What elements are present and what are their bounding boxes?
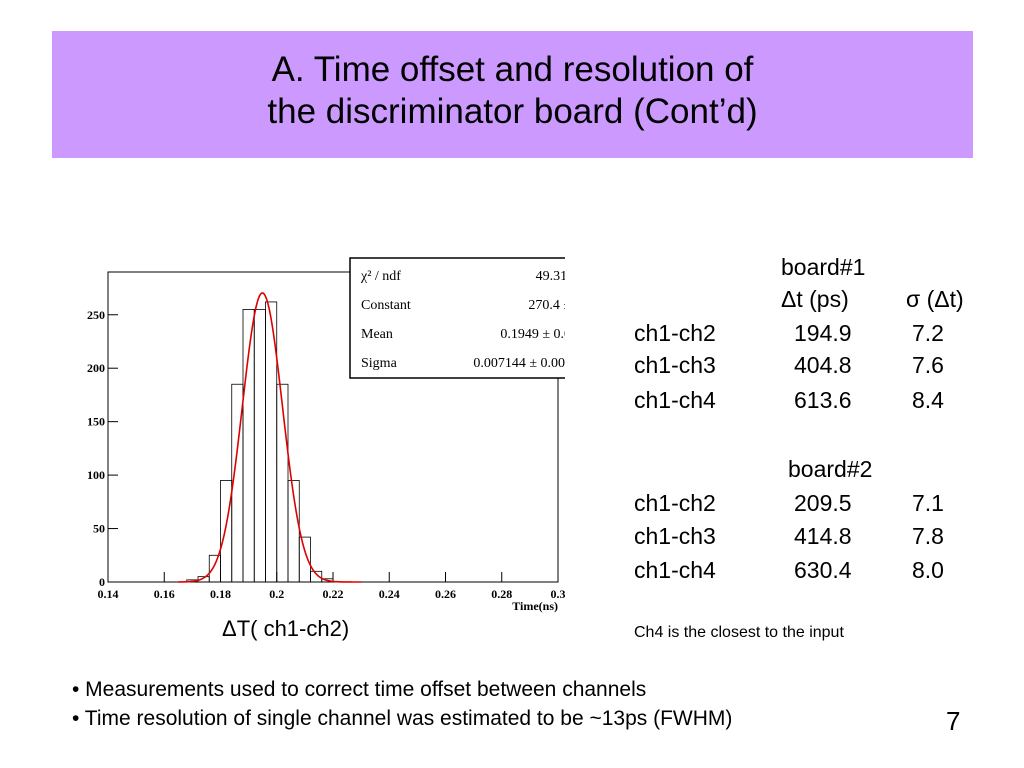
bullet-item: • Time resolution of single channel was … [72,707,733,730]
row-sigma: 7.2 [912,320,944,346]
board1-header: board#1 [781,254,866,280]
histogram-bar [253,309,266,583]
stats-value: 270.4 ± 7.4 [528,298,565,313]
x-tick-label: 0.24 [379,587,400,601]
stats-label: χ² / ndf [360,269,401,284]
slide-title-line1: A. Time offset and resolution of [271,50,754,89]
table-row: ch1-ch2 209.5 7.1 [634,490,974,518]
x-tick-label: 0.26 [435,587,456,601]
y-tick-label: 150 [87,415,105,429]
row-dt: 630.4 [794,557,852,583]
col-dt-header: Δt (ps) [781,286,849,312]
row-pair: ch1-ch2 [634,320,716,346]
histogram-bar [208,554,221,583]
stats-label: Sigma [361,356,398,371]
row-dt: 209.5 [794,490,852,516]
y-tick-label: 200 [87,361,105,375]
table-row: ch1-ch3 414.8 7.8 [634,523,974,551]
stats-label: Mean [361,327,393,342]
y-tick-label: 50 [93,522,105,536]
stats-value: 0.007144 ± 0.000111 [473,356,565,371]
x-tick-label: 0.28 [491,587,512,601]
stats-value: 0.1949 ± 0.0002 [500,327,565,342]
row-sigma: 7.1 [912,490,944,516]
row-sigma: 8.0 [912,557,944,583]
histogram-bar [220,480,233,583]
board2-header: board#2 [788,456,873,482]
row-pair: ch1-ch3 [634,352,716,378]
title-band: A. Time offset and resolution of the dis… [52,31,973,158]
x-axis-label: Time(ns) [512,599,558,613]
row-pair: ch1-ch4 [634,557,716,583]
x-tick-label: 0.14 [98,587,119,601]
x-tick-label: 0.22 [323,587,344,601]
histogram-bar [276,383,289,583]
y-tick-label: 250 [87,308,105,322]
table-row: ch1-ch4 630.4 8.0 [634,557,974,585]
row-dt: 404.8 [794,352,852,378]
row-sigma: 7.6 [912,352,944,378]
table-row: ch1-ch3 404.8 7.6 [634,352,974,380]
histogram-caption: ΔT( ch1-ch2) [222,616,350,641]
x-tick-label: 0.2 [269,587,284,601]
page-number: 7 [946,706,961,736]
row-dt: 414.8 [794,523,852,549]
x-tick-label: 0.18 [210,587,231,601]
stats-label: Constant [361,298,411,313]
histogram-chart: 0.14 0.16 0.18 0.2 0.22 0.24 0.26 0.28 0.3 0 50 100… [87,257,566,613]
stats-value: 49.31 / 21 [536,269,565,284]
histogram-bar [310,570,323,583]
x-tick-label: 0.16 [154,587,175,601]
gaussian-fit-curve [178,292,362,583]
bullet-item: • Measurements used to correct time offs… [72,678,647,701]
channel-note: Ch4 is the closest to the input [634,624,844,641]
slide-title-line2: the discriminator board (Cont’d) [267,92,758,131]
row-pair: ch1-ch2 [634,490,716,516]
y-tick-label: 0 [99,575,105,589]
histogram-bar [321,578,334,583]
row-dt: 613.6 [794,387,852,413]
row-sigma: 8.4 [912,387,944,413]
y-tick-label: 100 [87,468,105,482]
row-pair: ch1-ch3 [634,523,716,549]
histogram-bar [298,536,311,583]
row-pair: ch1-ch4 [634,387,716,413]
table-row: ch1-ch2 194.9 7.2 [634,320,974,348]
table-row: ch1-ch4 613.6 8.4 [634,387,974,415]
row-dt: 194.9 [794,320,852,346]
stats-box [349,257,565,379]
x-tick-label: 0.3 [551,587,566,601]
col-sigma-header: σ (Δt) [906,286,964,312]
row-sigma: 7.8 [912,523,944,549]
